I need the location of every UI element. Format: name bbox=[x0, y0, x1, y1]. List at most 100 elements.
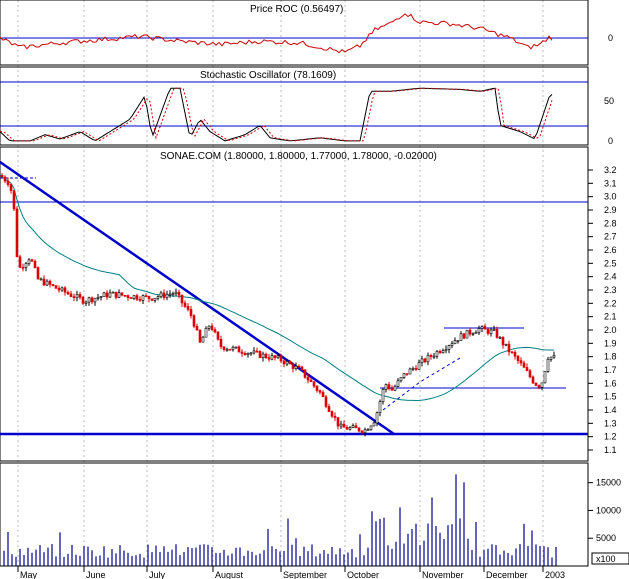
candle-body bbox=[294, 365, 298, 369]
candle-body bbox=[414, 368, 418, 370]
candle-body bbox=[207, 325, 211, 329]
candle-body bbox=[297, 365, 301, 368]
candle-body bbox=[171, 293, 175, 295]
candle-body bbox=[399, 377, 403, 382]
candle-body bbox=[216, 331, 220, 340]
candle-body bbox=[183, 302, 187, 307]
roc-tick-0: 0 bbox=[608, 33, 613, 43]
candle-body bbox=[462, 333, 466, 339]
candle-body bbox=[147, 295, 151, 300]
price-tick-label: 2.7 bbox=[604, 232, 617, 242]
month-label: September bbox=[283, 570, 327, 579]
candle-body bbox=[135, 295, 139, 300]
candle-body bbox=[315, 385, 319, 391]
candle-body bbox=[369, 425, 373, 430]
candle-body bbox=[75, 294, 79, 299]
candle-body bbox=[117, 292, 121, 298]
volume-tick-label: 5000 bbox=[596, 533, 616, 543]
candle-body bbox=[156, 296, 160, 299]
candle-body bbox=[9, 184, 13, 191]
price-title: SONAE.COM (1.80000, 1.80000, 1.77000, 1.… bbox=[160, 151, 437, 162]
candle-body bbox=[303, 369, 307, 378]
candle-body bbox=[306, 377, 310, 381]
stoch-k-line bbox=[0, 87, 553, 142]
candle-body bbox=[108, 292, 112, 298]
candle-body bbox=[60, 287, 64, 291]
candle-body bbox=[12, 190, 16, 210]
candle-body bbox=[132, 295, 136, 299]
candle-body bbox=[450, 343, 454, 346]
candle-body bbox=[483, 326, 487, 330]
candle-body bbox=[438, 351, 442, 354]
price-tick-label: 1.2 bbox=[604, 432, 617, 442]
candle-body bbox=[330, 411, 334, 417]
candle-body bbox=[264, 353, 268, 359]
candle-body bbox=[534, 382, 538, 386]
price-tick-label: 1.1 bbox=[604, 445, 617, 455]
candle-body bbox=[105, 292, 109, 298]
candle-body bbox=[261, 353, 265, 358]
month-label: May bbox=[20, 570, 38, 579]
candle-body bbox=[87, 297, 91, 303]
month-label: 2003 bbox=[545, 570, 565, 579]
candle-body bbox=[201, 336, 205, 343]
stoch-d-line bbox=[0, 87, 553, 142]
roc-line bbox=[0, 13, 553, 54]
candle-body bbox=[459, 333, 463, 341]
candle-body bbox=[282, 360, 286, 365]
candle-body bbox=[327, 406, 331, 412]
candle-body bbox=[141, 295, 145, 301]
candle-body bbox=[57, 288, 61, 291]
candle-body bbox=[417, 362, 421, 370]
candle-body bbox=[69, 293, 73, 297]
candle-body bbox=[363, 429, 367, 433]
candle-body bbox=[309, 379, 313, 383]
price-tick-label: 1.3 bbox=[604, 418, 617, 428]
candle-body bbox=[405, 373, 409, 375]
month-label: November bbox=[422, 570, 464, 579]
month-label: July bbox=[149, 570, 166, 579]
candle-body bbox=[219, 338, 223, 348]
candle-body bbox=[354, 425, 358, 429]
candle-body bbox=[270, 355, 274, 360]
candle-body bbox=[288, 361, 292, 365]
volume-tick-label: 10000 bbox=[596, 505, 621, 515]
candle-body bbox=[516, 355, 520, 361]
candle-body bbox=[54, 285, 58, 289]
candle-body bbox=[66, 291, 70, 295]
candle-body bbox=[525, 367, 529, 372]
candle-body bbox=[390, 388, 394, 391]
price-tick-label: 3.1 bbox=[604, 178, 617, 188]
candle-body bbox=[312, 381, 316, 387]
candle-body bbox=[129, 297, 133, 299]
candle-body bbox=[231, 346, 235, 350]
candle-body bbox=[93, 297, 97, 303]
candle-body bbox=[27, 259, 31, 264]
candle-body bbox=[279, 355, 283, 362]
candle-body bbox=[420, 358, 424, 364]
candle-body bbox=[90, 297, 94, 303]
candle-body bbox=[513, 352, 517, 357]
candle-body bbox=[63, 287, 67, 293]
candle-body bbox=[30, 259, 34, 262]
candle-body bbox=[318, 390, 322, 393]
price-tick-label: 1.7 bbox=[604, 365, 617, 375]
price-tick-label: 2.4 bbox=[604, 272, 617, 282]
candle-body bbox=[402, 373, 406, 378]
price-tick-label: 1.9 bbox=[604, 338, 617, 348]
candle-body bbox=[39, 278, 43, 281]
volume-bars bbox=[3, 474, 557, 566]
candle-body bbox=[480, 326, 484, 329]
candle-body bbox=[237, 346, 241, 353]
candle-body bbox=[510, 351, 514, 354]
candle-body bbox=[537, 385, 541, 388]
candle-body bbox=[234, 346, 238, 349]
roc-title: Price ROC (0.56497) bbox=[250, 4, 343, 15]
candle-body bbox=[396, 380, 400, 387]
candle-body bbox=[378, 401, 382, 414]
volume-tick-label: 15000 bbox=[596, 478, 621, 488]
candle-body bbox=[285, 361, 289, 365]
candle-body bbox=[333, 415, 337, 418]
candle-body bbox=[36, 267, 40, 280]
month-axis: May June July August September October Novembe… bbox=[0, 565, 588, 579]
